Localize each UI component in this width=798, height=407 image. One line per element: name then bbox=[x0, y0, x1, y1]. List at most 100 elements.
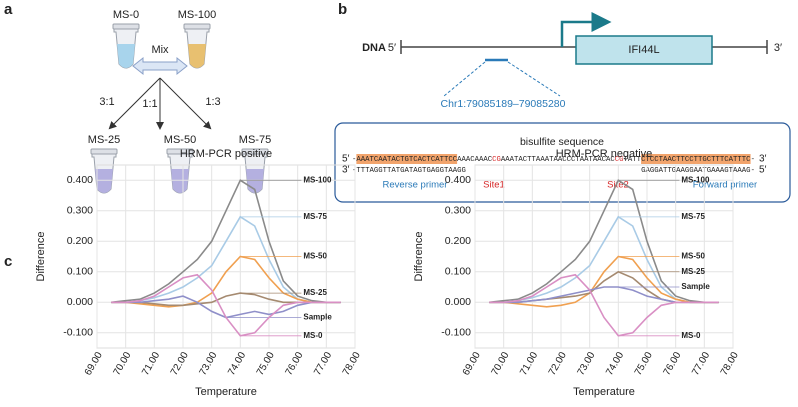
tube-label: MS-0 bbox=[113, 9, 139, 21]
dash bbox=[507, 61, 561, 97]
y-tick-label: 0.200 bbox=[67, 235, 93, 247]
seq-box bbox=[334, 122, 791, 203]
y-tick-label: 0.200 bbox=[445, 235, 471, 247]
series-line bbox=[489, 255, 719, 308]
x-axis-label: Temperature bbox=[573, 386, 635, 398]
y-tick-label: 0.400 bbox=[445, 174, 471, 186]
sequence: 5′ - AAATCAATACTGTCACTCATTCC AAACAAAC CG AAAT… bbox=[342, 154, 767, 176]
sequence-segment: CG bbox=[492, 156, 501, 164]
x-tick-label: 78.00 bbox=[719, 350, 741, 378]
x-tick-label: 77.00 bbox=[690, 350, 712, 378]
primer-highlight bbox=[641, 154, 751, 164]
x-tick-label: 74.00 bbox=[604, 350, 626, 378]
x-tick-label: 70.00 bbox=[112, 350, 134, 378]
series-line bbox=[111, 273, 341, 337]
dna-label: DNA bbox=[362, 42, 386, 54]
y-tick-label: 0.300 bbox=[445, 205, 471, 217]
x-tick-label: 72.00 bbox=[547, 350, 569, 378]
series-line bbox=[111, 255, 341, 308]
sequence-segment: - bbox=[352, 156, 356, 164]
end-label: 3′ bbox=[774, 42, 782, 54]
chart-title: HRM-PCR negative bbox=[556, 148, 653, 160]
series-label: Sample bbox=[303, 313, 332, 322]
chart-title: HRM-PCR positive bbox=[180, 148, 272, 160]
y-tick-label: -0.100 bbox=[441, 327, 471, 339]
series-line bbox=[111, 179, 341, 304]
series-label: MS-75 bbox=[303, 212, 327, 221]
series-line bbox=[489, 273, 719, 337]
mix-arrow bbox=[132, 56, 188, 76]
ratio: 1:1 bbox=[142, 98, 157, 110]
ratio: 1:3 bbox=[205, 96, 220, 108]
box-title: bisulfite sequence bbox=[520, 136, 604, 148]
tube-label: MS-50 bbox=[164, 134, 196, 146]
x-tick-label: 75.00 bbox=[633, 350, 655, 378]
sequence-segment: TATT bbox=[624, 156, 642, 164]
x-tick-label: 71.00 bbox=[140, 350, 162, 378]
x-tick-label: 71.00 bbox=[518, 350, 540, 378]
x-tick-label: 69.00 bbox=[461, 350, 483, 378]
x-tick-label: 77.00 bbox=[312, 350, 334, 378]
primer-highlight bbox=[356, 154, 458, 164]
primer-label: Forward primer bbox=[693, 180, 757, 191]
locus: Chr1:79085189–79085280 bbox=[441, 98, 566, 110]
x-tick-label: 74.00 bbox=[226, 350, 248, 378]
strand-end: 5′ bbox=[759, 165, 767, 176]
tube bbox=[112, 23, 140, 69]
series-label: MS-100 bbox=[681, 175, 710, 184]
y-tick-label: -0.100 bbox=[63, 327, 93, 339]
site-label: Site1 bbox=[483, 180, 505, 191]
series-line bbox=[489, 179, 719, 304]
tube bbox=[90, 148, 118, 194]
sequence-segment: AAATACTTAAATAACCCTAATAACAC bbox=[501, 156, 615, 164]
series-label: MS-25 bbox=[681, 267, 705, 276]
series-label: Sample bbox=[681, 282, 710, 291]
y-axis-label: Difference bbox=[35, 232, 47, 282]
sequence-segment: - bbox=[751, 156, 755, 164]
panel-label: b bbox=[338, 1, 347, 18]
strand-end: 3′ bbox=[759, 154, 767, 165]
series-label: MS-50 bbox=[303, 252, 327, 261]
tube-label: MS-100 bbox=[178, 9, 217, 21]
series-label: MS-25 bbox=[303, 288, 327, 297]
strand-end: 5′ bbox=[342, 154, 350, 165]
sequence-segment: CTCCTAACTTCCTTGCTTTCATTTC bbox=[641, 156, 751, 164]
sequence-segment: CG bbox=[615, 156, 624, 164]
y-tick-label: 0.100 bbox=[67, 266, 93, 278]
y-axis-label: Difference bbox=[413, 232, 425, 282]
y-tick-label: 0.400 bbox=[67, 174, 93, 186]
x-tick-label: 78.00 bbox=[341, 350, 363, 378]
y-tick-label: 0.000 bbox=[67, 296, 93, 308]
panel-label: c bbox=[4, 253, 12, 270]
y-tick-label: 0.300 bbox=[67, 205, 93, 217]
x-tick-label: 72.00 bbox=[169, 350, 191, 378]
tube-label: MS-75 bbox=[239, 134, 271, 146]
end-label: 5′ bbox=[388, 42, 396, 54]
series-label: MS-50 bbox=[681, 252, 705, 261]
series-label: MS-75 bbox=[681, 212, 705, 221]
primer-label: Reverse primer bbox=[383, 180, 448, 191]
x-tick-label: 73.00 bbox=[198, 350, 220, 378]
ratio: 3:1 bbox=[99, 96, 114, 108]
arrow bbox=[108, 77, 161, 130]
y-tick-label: 0.100 bbox=[445, 266, 471, 278]
x-tick-label: 76.00 bbox=[662, 350, 684, 378]
strand-end: 3′ bbox=[342, 165, 350, 176]
tss-arrow bbox=[560, 12, 612, 47]
gene-label: IFI44L bbox=[628, 44, 659, 56]
x-tick-label: 75.00 bbox=[255, 350, 277, 378]
sequence-segment: AAACAAAC bbox=[457, 156, 493, 164]
sequence-segment: -TTTAGGTTATGATAGTGAGGTAAGG bbox=[352, 167, 466, 175]
tube-label: MS-25 bbox=[88, 134, 120, 146]
arrow bbox=[159, 77, 212, 130]
series-label: MS-100 bbox=[303, 175, 332, 184]
series-label: MS-0 bbox=[681, 331, 701, 340]
tube bbox=[183, 23, 211, 69]
x-tick-label: 70.00 bbox=[490, 350, 512, 378]
series-label: MS-0 bbox=[303, 331, 323, 340]
x-tick-label: 76.00 bbox=[284, 350, 306, 378]
y-tick-label: 0.000 bbox=[445, 296, 471, 308]
dash bbox=[443, 61, 486, 97]
sequence-segment: GAGGATTGAAGGAATGAAAGTAAAG- bbox=[641, 167, 755, 175]
